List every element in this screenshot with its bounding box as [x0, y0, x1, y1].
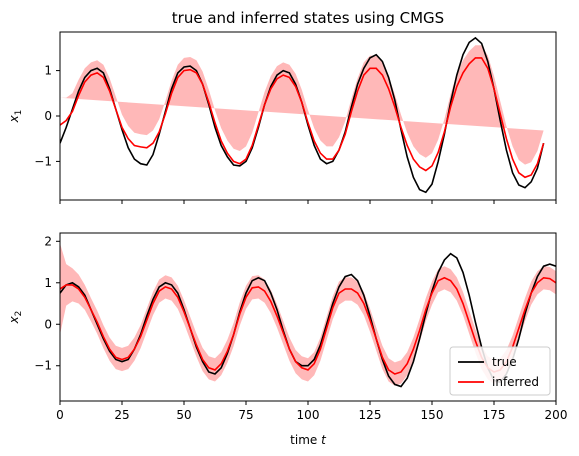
- y-tick-label: 1: [44, 276, 52, 290]
- x-tick-label: 150: [421, 408, 444, 422]
- x-tick-label: 200: [545, 408, 568, 422]
- x-tick-label: 125: [359, 408, 382, 422]
- x-tick-label: 50: [176, 408, 191, 422]
- y-axis-label-sub: 1: [14, 110, 24, 116]
- y-tick-label: 0: [44, 317, 52, 331]
- x-tick-label: 25: [114, 408, 129, 422]
- y-tick-label: 0: [44, 109, 52, 123]
- y-tick-label: −1: [34, 154, 52, 168]
- y-tick-label: 1: [44, 64, 52, 78]
- chart-title: true and inferred states using CMGS: [172, 9, 444, 27]
- x-tick-label: 0: [56, 408, 64, 422]
- y-axis-label-var: x: [7, 114, 21, 123]
- legend-label: inferred: [492, 375, 539, 389]
- series-inferred-line: [60, 276, 556, 375]
- y-axis-label: x2: [7, 311, 24, 325]
- x-axis-label: time t: [290, 433, 327, 447]
- x-tick-label: 100: [297, 408, 320, 422]
- y-tick-label: 2: [44, 234, 52, 248]
- legend-box: [449, 346, 551, 396]
- y-axis-label-var: x: [7, 315, 21, 324]
- y-axis-label: x1: [7, 110, 24, 124]
- x-axis-label-prefix: time: [290, 433, 317, 447]
- legend-label: true: [492, 355, 517, 369]
- x-tick-label: 75: [238, 408, 253, 422]
- x-axis-label-var: t: [321, 433, 327, 447]
- x-tick-label: 175: [483, 408, 506, 422]
- series-inferred-line: [60, 57, 545, 179]
- y-tick-label: −1: [34, 359, 52, 373]
- legend: true inferred: [449, 346, 551, 396]
- y-axis-label-sub: 2: [14, 311, 24, 317]
- series-true-line: [60, 252, 556, 388]
